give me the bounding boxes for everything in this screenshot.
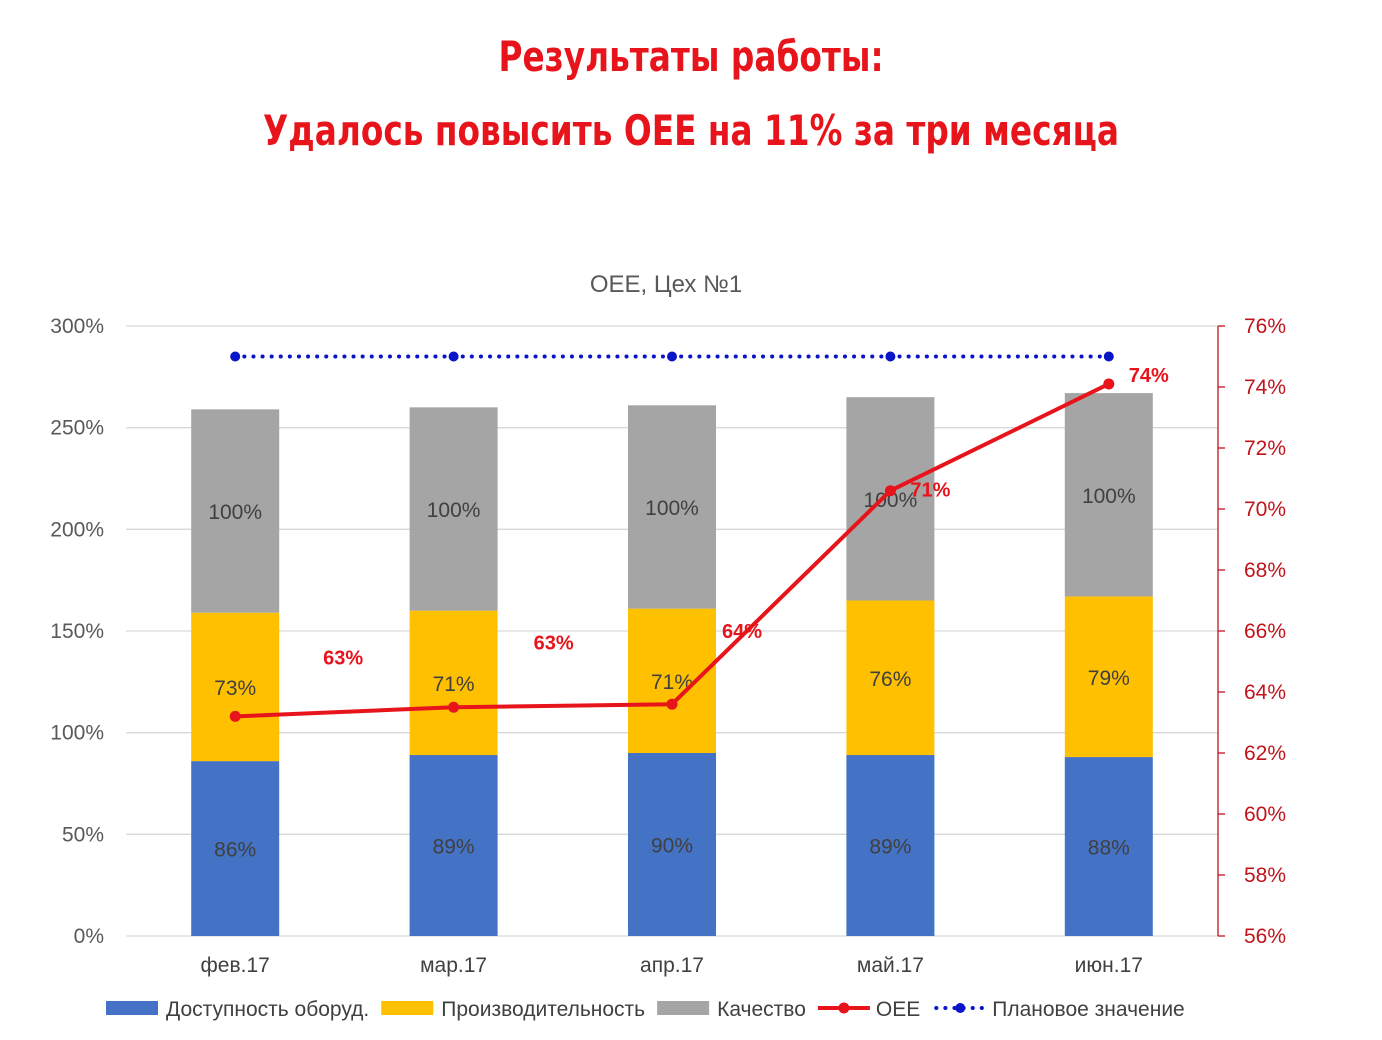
performance-legend-swatch bbox=[381, 1001, 434, 1015]
plan-point bbox=[1103, 351, 1114, 362]
right-tick-label: 70% bbox=[1244, 498, 1286, 521]
headline-line-2: Удалось повысить ОЕЕ на 11% за три месяц… bbox=[262, 106, 1120, 155]
availability-value-label: 89% bbox=[869, 836, 911, 859]
performance-bar-segment bbox=[628, 608, 716, 753]
quality-value-label: 100% bbox=[427, 499, 481, 522]
quality-bar-segment bbox=[409, 407, 498, 611]
quality-value-label: 100% bbox=[645, 497, 699, 520]
oee-value-label: 74% bbox=[1129, 365, 1169, 387]
quality-value-label: 100% bbox=[208, 501, 262, 524]
quality-bar-segment bbox=[1064, 393, 1153, 597]
right-tick-label: 64% bbox=[1244, 681, 1286, 704]
quality-bar-segment bbox=[846, 397, 935, 601]
plan-line bbox=[230, 351, 1114, 362]
legend-label: Доступность оборуд. bbox=[166, 998, 369, 1021]
category-label: апр.17 bbox=[640, 954, 704, 977]
availability-value-label: 89% bbox=[433, 836, 475, 859]
quality-bar-segment bbox=[628, 405, 716, 609]
left-tick-label: 300% bbox=[50, 315, 104, 338]
headline-line-1: Результаты работы: bbox=[498, 32, 884, 81]
availability-bar-segment bbox=[1064, 757, 1153, 936]
oee-value-label: 71% bbox=[910, 480, 950, 502]
right-tick-label: 58% bbox=[1244, 864, 1286, 887]
right-tick-label: 60% bbox=[1244, 803, 1286, 826]
left-axis: 0% 50% 100% 150% 200% 250% 300% bbox=[50, 315, 104, 948]
quality-value-label: 100% bbox=[1082, 485, 1136, 508]
legend-label: Качество bbox=[717, 998, 806, 1021]
availability-value-label: 88% bbox=[1088, 837, 1130, 860]
availability-bar-segment bbox=[846, 755, 935, 936]
right-tick-label: 76% bbox=[1244, 315, 1286, 338]
quality-legend-swatch bbox=[657, 1001, 710, 1015]
right-tick-label: 56% bbox=[1244, 925, 1286, 948]
oee-line bbox=[229, 378, 1115, 722]
performance-value-label: 71% bbox=[433, 673, 475, 696]
oee-value-label: 64% bbox=[722, 621, 762, 643]
left-tick-label: 50% bbox=[62, 823, 104, 846]
right-tick-label: 72% bbox=[1244, 437, 1286, 460]
right-tick-label: 62% bbox=[1244, 742, 1286, 765]
right-tick-label: 66% bbox=[1244, 620, 1286, 643]
availability-bar-segment bbox=[191, 761, 280, 936]
quality-bar-segment bbox=[191, 409, 280, 613]
performance-value-label: 71% bbox=[651, 671, 693, 694]
plan-point bbox=[885, 351, 896, 362]
left-tick-label: 150% bbox=[50, 620, 104, 643]
legend: Доступность оборуд. Производительность Кач… bbox=[106, 998, 1185, 1021]
left-tick-label: 250% bbox=[50, 417, 104, 440]
oee-point bbox=[666, 698, 678, 710]
category-label: июн.17 bbox=[1075, 954, 1143, 977]
oee-value-label: 63% bbox=[323, 647, 363, 669]
segment-labels: 86% 73% 100% 89% 71% 100% 90% 71% 100% 89% 76% 100%… bbox=[208, 485, 1135, 862]
oee-point bbox=[884, 485, 896, 497]
availability-value-label: 90% bbox=[651, 835, 693, 858]
category-label: фев.17 bbox=[201, 954, 270, 977]
performance-value-label: 79% bbox=[1088, 667, 1130, 690]
legend-label: Производительность bbox=[441, 998, 645, 1021]
left-tick-label: 100% bbox=[50, 722, 104, 745]
right-tick-label: 74% bbox=[1244, 376, 1286, 399]
availability-bar-segment bbox=[409, 755, 498, 936]
right-axis: 56% 58% 60% 62% 64% 66% 68% 70% 72% 74% 76% bbox=[1217, 315, 1286, 948]
performance-value-label: 76% bbox=[869, 668, 911, 691]
plan-legend-marker bbox=[955, 1003, 966, 1013]
category-label: мар.17 bbox=[420, 954, 487, 977]
plan-point bbox=[667, 351, 677, 362]
oee-value-label: 63% bbox=[534, 632, 574, 654]
oee-legend-marker bbox=[838, 1002, 850, 1014]
stacked-bars bbox=[191, 393, 1153, 936]
oee-point bbox=[448, 701, 460, 713]
chart-title: OEE, Цех №1 bbox=[590, 271, 742, 298]
right-tick-label: 68% bbox=[1244, 559, 1286, 582]
oee-point bbox=[1103, 378, 1115, 390]
legend-label: Плановое значение bbox=[992, 998, 1185, 1021]
performance-bar-segment bbox=[409, 610, 498, 756]
availability-value-label: 86% bbox=[214, 839, 256, 862]
left-tick-label: 200% bbox=[50, 518, 104, 541]
category-labels: фев.17 мар.17 апр.17 май.17 июн.17 bbox=[201, 954, 1143, 977]
performance-bar-segment bbox=[846, 600, 935, 756]
performance-bar-segment bbox=[191, 612, 280, 762]
plan-point bbox=[448, 351, 459, 362]
legend-label: OEE bbox=[876, 998, 920, 1021]
oee-point bbox=[229, 710, 241, 722]
left-tick-label: 0% bbox=[74, 925, 104, 948]
performance-bar-segment bbox=[1064, 596, 1153, 758]
availability-bar-segment bbox=[628, 753, 716, 936]
category-label: май.17 bbox=[857, 954, 924, 977]
plan-point bbox=[230, 351, 241, 362]
performance-value-label: 73% bbox=[214, 677, 256, 700]
availability-legend-swatch bbox=[106, 1001, 158, 1015]
oee-labels: 63% 63% 64% 71% 74% bbox=[323, 365, 1169, 669]
